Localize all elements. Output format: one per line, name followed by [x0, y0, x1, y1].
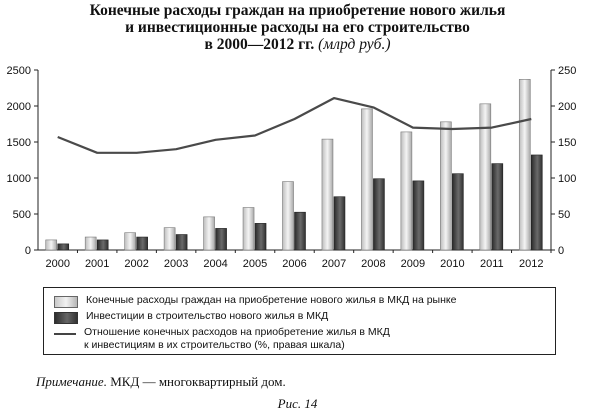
x-tick-label-2006: 2006: [282, 258, 306, 270]
bar-consumer-spending-2007: [321, 138, 334, 251]
x-tick-label-2004: 2004: [203, 258, 227, 270]
bar-consumer-spending-2008: [361, 108, 373, 251]
title-line-3: в 2000—2012 гг. (млрд руб.): [0, 36, 595, 53]
bar-investment-2009: [412, 180, 425, 251]
chart-title: Конечные расходы граждан на приобретение…: [0, 2, 595, 53]
x-tick-label-2000: 2000: [45, 258, 69, 270]
title-line-2: и инвестиционные расходы на его строител…: [125, 19, 470, 36]
footnote-text: МКД — многоквартирный дом.: [110, 374, 286, 389]
y-left-tick-label: 500: [13, 209, 31, 221]
bar-consumer-spending-2005: [242, 207, 255, 251]
bar-investment-2011: [491, 163, 504, 251]
x-tick-label-2011: 2011: [480, 258, 504, 270]
legend-label-consumer-spending: Конечные расходы граждан на приобретение…: [86, 294, 457, 306]
legend-label-ratio-line-2: к инвестициям в их строительство (%, пра…: [84, 339, 345, 351]
legend-swatch-light-bar: [54, 296, 78, 308]
legend-label-ratio: Отношение конечных расходов на приобрете…: [84, 326, 390, 352]
title-unit: (млрд руб.): [318, 36, 391, 53]
chart-plot: 0 500 1000 1500 2000 2500 0 50 100 150 200 250 2000 2…: [7, 65, 577, 270]
legend-item-consumer-spending: Конечные расходы граждан на приобретение…: [54, 294, 456, 308]
y-left-tick-label: 2500: [7, 65, 31, 77]
x-tick-label-2012: 2012: [519, 258, 543, 270]
y-left-tick-label: 0: [25, 245, 31, 257]
bar-consumer-spending-2010: [440, 121, 452, 251]
bar-consumer-spending-2001: [84, 236, 97, 251]
x-tick-label-2010: 2010: [440, 258, 464, 270]
bar-investment-2000: [57, 243, 70, 251]
x-tick-label-2008: 2008: [361, 258, 385, 270]
bar-consumer-spending-2006: [282, 181, 294, 251]
figure-caption: Рис. 14: [277, 396, 318, 411]
footnote: Примечание. МКД — многоквартирный дом.: [36, 374, 286, 390]
legend-swatch-line: [54, 333, 76, 335]
legend-item-ratio: Отношение конечных расходов на приобрете…: [54, 326, 390, 352]
y-right-tick-label: 250: [558, 65, 576, 77]
title-line-1: Конечные расходы граждан на приобретение…: [89, 2, 506, 19]
bar-investment-2004: [215, 228, 227, 251]
x-tick-label-2009: 2009: [401, 258, 425, 270]
y-right-tick-label: 150: [558, 137, 576, 149]
chart-legend: Конечные расходы граждан на приобретение…: [43, 287, 556, 355]
bar-investment-2005: [254, 223, 267, 251]
bar-consumer-spending-2011: [479, 103, 492, 251]
line-ratio-series: [57, 96, 532, 154]
x-tick-label-2007: 2007: [322, 258, 346, 270]
y-left-tick-label: 1500: [7, 137, 31, 149]
x-tick-label-2005: 2005: [243, 258, 267, 270]
footnote-label: Примечание.: [36, 374, 107, 389]
bar-consumer-spending-2009: [400, 131, 413, 251]
bar-investment-2003: [175, 234, 188, 251]
x-tick-label-2001: 2001: [85, 258, 109, 270]
y-left-tick-label: 1000: [7, 173, 31, 185]
x-tick-label-2003: 2003: [164, 258, 188, 270]
bar-investment-2010: [452, 173, 464, 251]
legend-item-investment: Инвестиции в строительство нового жилья …: [54, 310, 328, 324]
y-left-tick-label: 2000: [7, 101, 31, 113]
title-period: в 2000—2012 гг.: [204, 36, 315, 53]
bar-investment-2001: [96, 239, 109, 251]
bar-consumer-spending-2004: [203, 216, 215, 251]
x-tick-label-2002: 2002: [124, 258, 148, 270]
bar-consumer-spending-2012: [518, 79, 531, 251]
bar-investment-2008: [373, 178, 385, 251]
bar-investment-2006: [294, 211, 306, 251]
bar-investment-2002: [136, 236, 148, 251]
legend-swatch-dark-bar: [54, 312, 78, 324]
bar-consumer-spending-2003: [163, 227, 176, 251]
bar-consumer-spending-2000: [45, 239, 58, 251]
bar-investment-2007: [333, 196, 346, 251]
y-right-tick-label: 100: [558, 173, 576, 185]
y-right-tick-label: 0: [558, 245, 564, 257]
legend-label-ratio-line-1: Отношение конечных расходов на приобрете…: [84, 326, 390, 338]
y-right-tick-label: 50: [558, 209, 570, 221]
y-right-tick-label: 200: [558, 101, 576, 113]
bar-consumer-spending-2002: [124, 232, 136, 251]
legend-label-investment: Инвестиции в строительство нового жилья …: [86, 310, 329, 322]
bar-investment-2012: [530, 154, 543, 251]
